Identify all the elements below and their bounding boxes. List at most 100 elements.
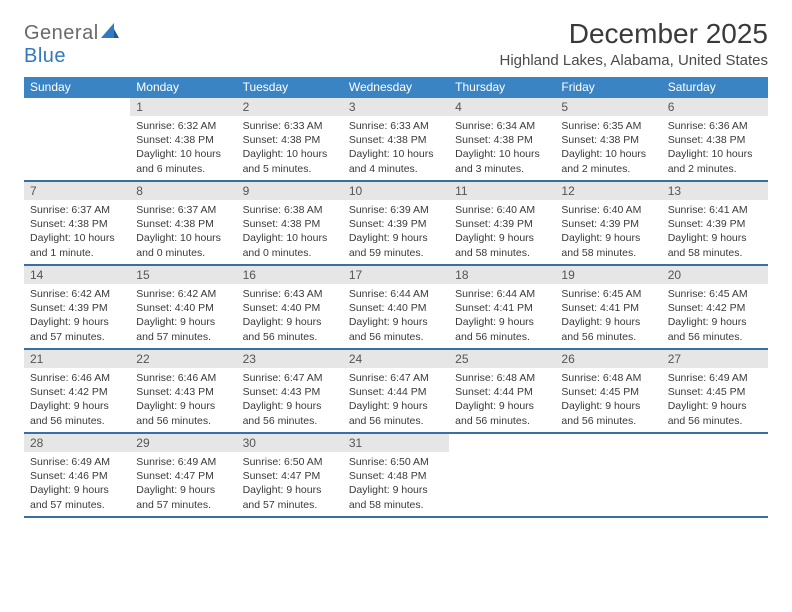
day-number: 29: [130, 434, 236, 452]
day-number: 19: [555, 266, 661, 284]
day-body: Sunrise: 6:49 AMSunset: 4:46 PMDaylight:…: [24, 452, 130, 516]
sunrise-line: Sunrise: 6:43 AM: [243, 287, 337, 301]
weekday-header-cell: Wednesday: [343, 77, 449, 98]
day-number: 1: [130, 98, 236, 116]
sunrise-line: Sunrise: 6:40 AM: [455, 203, 549, 217]
day-cell: 26Sunrise: 6:48 AMSunset: 4:45 PMDayligh…: [555, 350, 661, 432]
sunrise-line: Sunrise: 6:42 AM: [136, 287, 230, 301]
day-cell: 29Sunrise: 6:49 AMSunset: 4:47 PMDayligh…: [130, 434, 236, 516]
daylight-line: Daylight: 10 hours and 2 minutes.: [668, 147, 762, 175]
logo-sail-icon: [101, 22, 119, 44]
day-body: Sunrise: 6:35 AMSunset: 4:38 PMDaylight:…: [555, 116, 661, 180]
weekday-header-cell: Saturday: [662, 77, 768, 98]
sunrise-line: Sunrise: 6:45 AM: [561, 287, 655, 301]
day-cell: 16Sunrise: 6:43 AMSunset: 4:40 PMDayligh…: [237, 266, 343, 348]
sunset-line: Sunset: 4:45 PM: [561, 385, 655, 399]
day-number: 18: [449, 266, 555, 284]
day-number: 10: [343, 182, 449, 200]
sunset-line: Sunset: 4:38 PM: [349, 133, 443, 147]
day-cell: 1Sunrise: 6:32 AMSunset: 4:38 PMDaylight…: [130, 98, 236, 180]
sunset-line: Sunset: 4:38 PM: [136, 133, 230, 147]
day-number: 20: [662, 266, 768, 284]
weekday-header-row: SundayMondayTuesdayWednesdayThursdayFrid…: [24, 77, 768, 98]
sunrise-line: Sunrise: 6:37 AM: [30, 203, 124, 217]
sunset-line: Sunset: 4:47 PM: [136, 469, 230, 483]
weekday-header-cell: Friday: [555, 77, 661, 98]
day-body: Sunrise: 6:42 AMSunset: 4:39 PMDaylight:…: [24, 284, 130, 348]
sunrise-line: Sunrise: 6:48 AM: [455, 371, 549, 385]
sunrise-line: Sunrise: 6:47 AM: [349, 371, 443, 385]
day-cell: 4Sunrise: 6:34 AMSunset: 4:38 PMDaylight…: [449, 98, 555, 180]
daylight-line: Daylight: 9 hours and 57 minutes.: [30, 483, 124, 511]
day-number: 9: [237, 182, 343, 200]
day-cell: 2Sunrise: 6:33 AMSunset: 4:38 PMDaylight…: [237, 98, 343, 180]
day-body: Sunrise: 6:41 AMSunset: 4:39 PMDaylight:…: [662, 200, 768, 264]
calendar: SundayMondayTuesdayWednesdayThursdayFrid…: [24, 77, 768, 518]
sunset-line: Sunset: 4:38 PM: [243, 133, 337, 147]
day-body: Sunrise: 6:44 AMSunset: 4:41 PMDaylight:…: [449, 284, 555, 348]
sunrise-line: Sunrise: 6:45 AM: [668, 287, 762, 301]
day-number: 12: [555, 182, 661, 200]
day-cell: [449, 434, 555, 516]
daylight-line: Daylight: 9 hours and 56 minutes.: [561, 399, 655, 427]
sunset-line: Sunset: 4:39 PM: [30, 301, 124, 315]
location-text: Highland Lakes, Alabama, United States: [500, 52, 769, 69]
day-number: 27: [662, 350, 768, 368]
daylight-line: Daylight: 9 hours and 56 minutes.: [668, 399, 762, 427]
day-body: Sunrise: 6:32 AMSunset: 4:38 PMDaylight:…: [130, 116, 236, 180]
day-cell: 18Sunrise: 6:44 AMSunset: 4:41 PMDayligh…: [449, 266, 555, 348]
sunrise-line: Sunrise: 6:36 AM: [668, 119, 762, 133]
day-number: 2: [237, 98, 343, 116]
day-cell: 10Sunrise: 6:39 AMSunset: 4:39 PMDayligh…: [343, 182, 449, 264]
day-number: 15: [130, 266, 236, 284]
day-body: Sunrise: 6:48 AMSunset: 4:45 PMDaylight:…: [555, 368, 661, 432]
day-cell: 31Sunrise: 6:50 AMSunset: 4:48 PMDayligh…: [343, 434, 449, 516]
daylight-line: Daylight: 10 hours and 6 minutes.: [136, 147, 230, 175]
sunset-line: Sunset: 4:39 PM: [349, 217, 443, 231]
daylight-line: Daylight: 10 hours and 1 minute.: [30, 231, 124, 259]
sunset-line: Sunset: 4:38 PM: [136, 217, 230, 231]
daylight-line: Daylight: 9 hours and 58 minutes.: [455, 231, 549, 259]
sunrise-line: Sunrise: 6:44 AM: [455, 287, 549, 301]
day-cell: 5Sunrise: 6:35 AMSunset: 4:38 PMDaylight…: [555, 98, 661, 180]
day-number: 24: [343, 350, 449, 368]
day-number: 22: [130, 350, 236, 368]
day-number: 5: [555, 98, 661, 116]
weekday-header-cell: Thursday: [449, 77, 555, 98]
day-cell: 8Sunrise: 6:37 AMSunset: 4:38 PMDaylight…: [130, 182, 236, 264]
sunrise-line: Sunrise: 6:46 AM: [136, 371, 230, 385]
sunset-line: Sunset: 4:43 PM: [136, 385, 230, 399]
sunset-line: Sunset: 4:39 PM: [668, 217, 762, 231]
sunrise-line: Sunrise: 6:49 AM: [30, 455, 124, 469]
daylight-line: Daylight: 9 hours and 57 minutes.: [30, 315, 124, 343]
day-body: Sunrise: 6:40 AMSunset: 4:39 PMDaylight:…: [449, 200, 555, 264]
day-body: Sunrise: 6:42 AMSunset: 4:40 PMDaylight:…: [130, 284, 236, 348]
day-number: 26: [555, 350, 661, 368]
sunrise-line: Sunrise: 6:50 AM: [349, 455, 443, 469]
daylight-line: Daylight: 10 hours and 0 minutes.: [136, 231, 230, 259]
day-body: Sunrise: 6:47 AMSunset: 4:44 PMDaylight:…: [343, 368, 449, 432]
sunrise-line: Sunrise: 6:46 AM: [30, 371, 124, 385]
day-body: Sunrise: 6:33 AMSunset: 4:38 PMDaylight:…: [343, 116, 449, 180]
sunset-line: Sunset: 4:38 PM: [668, 133, 762, 147]
day-cell: 25Sunrise: 6:48 AMSunset: 4:44 PMDayligh…: [449, 350, 555, 432]
week-row: 14Sunrise: 6:42 AMSunset: 4:39 PMDayligh…: [24, 266, 768, 350]
day-body: Sunrise: 6:34 AMSunset: 4:38 PMDaylight:…: [449, 116, 555, 180]
day-number: 13: [662, 182, 768, 200]
day-body: Sunrise: 6:40 AMSunset: 4:39 PMDaylight:…: [555, 200, 661, 264]
day-body: Sunrise: 6:39 AMSunset: 4:39 PMDaylight:…: [343, 200, 449, 264]
day-cell: 13Sunrise: 6:41 AMSunset: 4:39 PMDayligh…: [662, 182, 768, 264]
sunset-line: Sunset: 4:40 PM: [243, 301, 337, 315]
title-block: December 2025 Highland Lakes, Alabama, U…: [500, 18, 769, 69]
day-number: 17: [343, 266, 449, 284]
day-number: 7: [24, 182, 130, 200]
sunset-line: Sunset: 4:42 PM: [30, 385, 124, 399]
day-body: Sunrise: 6:46 AMSunset: 4:43 PMDaylight:…: [130, 368, 236, 432]
day-cell: 27Sunrise: 6:49 AMSunset: 4:45 PMDayligh…: [662, 350, 768, 432]
day-number: 28: [24, 434, 130, 452]
sunset-line: Sunset: 4:44 PM: [349, 385, 443, 399]
day-body: Sunrise: 6:49 AMSunset: 4:45 PMDaylight:…: [662, 368, 768, 432]
day-body: Sunrise: 6:50 AMSunset: 4:47 PMDaylight:…: [237, 452, 343, 516]
day-body: Sunrise: 6:50 AMSunset: 4:48 PMDaylight:…: [343, 452, 449, 516]
day-cell: 28Sunrise: 6:49 AMSunset: 4:46 PMDayligh…: [24, 434, 130, 516]
